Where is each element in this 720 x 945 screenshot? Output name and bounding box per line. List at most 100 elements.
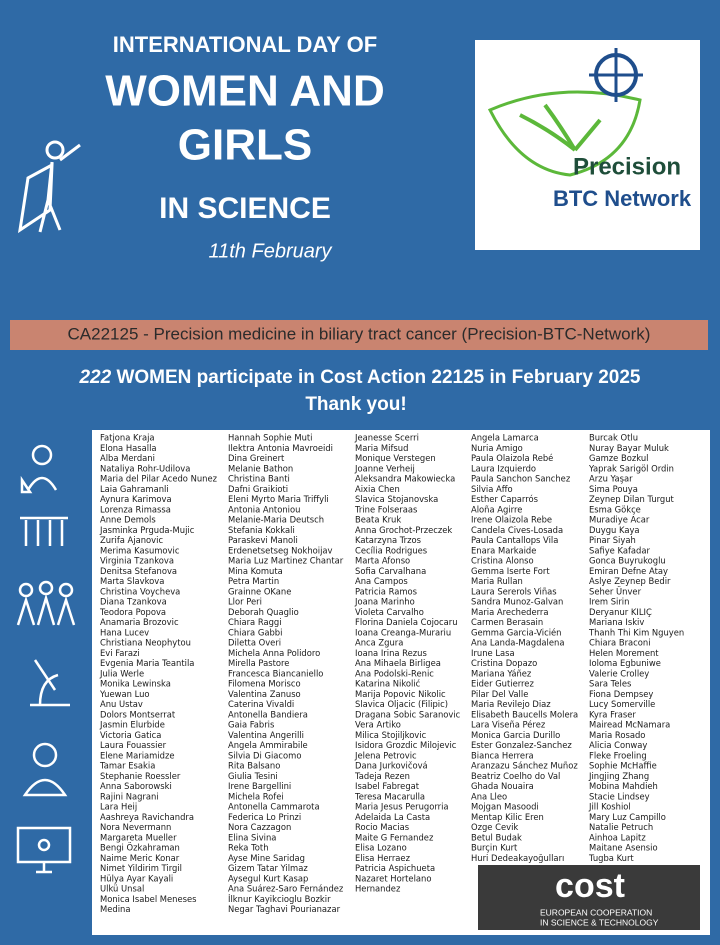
participant-name: Ghada Nouaira — [471, 781, 534, 791]
participant-name: Lara Viseña Pérez — [471, 720, 546, 730]
participant-name: Melanie-Maria Deutsch — [228, 515, 324, 525]
participant-name: Duygu Kaya — [589, 525, 640, 535]
participant-name: Irune Lasa — [471, 648, 515, 658]
participant-name: Elona Hasalla — [100, 443, 157, 453]
participant-name: Valerie Crolley — [589, 668, 649, 678]
participant-name: Naime Meric Konar — [100, 853, 180, 863]
participant-name: Paula Cantallops Vila — [471, 535, 558, 545]
participant-name: Enara Markaide — [471, 545, 536, 555]
participant-name: Irene Olaizola Rebe — [471, 515, 552, 525]
participant-name: Fleke Froeling — [589, 750, 647, 760]
participant-name: Monika Lewinska — [100, 679, 171, 689]
participant-name: Anna Saborowski — [100, 781, 172, 791]
participant-name: Rocio Macias — [355, 822, 409, 832]
participant-name: Jeanesse Scerri — [354, 433, 419, 443]
participant-name: Katarina Nikolić — [355, 679, 421, 689]
participant-name: Esma Gökçe — [589, 504, 641, 514]
participant-name: Ana Landa-Magdalena — [471, 638, 564, 648]
participant-name: Mariana Yáñez — [471, 668, 532, 678]
participant-name: Maria Arechederra — [471, 607, 548, 617]
participant-name: Gemma Iserte Fort — [471, 566, 550, 576]
participant-name: Monica Isabel Meneses — [100, 894, 197, 904]
participant-name: Jingjing Zhang — [588, 771, 649, 781]
participant-name: Melanie Bathon — [228, 463, 293, 473]
participant-name: Antonella Bandiera — [228, 709, 308, 719]
participant-name: Aashreya Ravichandra — [100, 812, 194, 822]
participant-name: Cristina Dopazo — [471, 658, 537, 668]
participant-name: Alba Merdani — [100, 453, 155, 463]
participant-name: Huri Dedeakayoğulları — [471, 853, 564, 863]
date: 11th February — [208, 240, 332, 262]
participant-name: Angela Ammirabile — [228, 740, 308, 750]
participant-name: Sophie McHaffie — [589, 761, 657, 771]
participant-name: Natalie Petruch — [589, 822, 653, 832]
participant-name: Teresa Macarulla — [354, 791, 425, 801]
participant-name: Beatriz Coelho do Val — [471, 771, 560, 781]
participant-name: Mentap Kilic Eren — [471, 812, 544, 822]
participant-name: Milica Stojiljkovic — [355, 730, 427, 740]
participant-name: Mary Luz Campillo — [589, 812, 666, 822]
participant-name: Lucy Somerville — [589, 699, 655, 709]
participant-name: Valentina Zanuso — [228, 689, 301, 699]
participant-name: Maria del Pilar Acedo Nunez — [100, 474, 218, 484]
participant-name: Ioana Irina Rezus — [355, 648, 427, 658]
participant-name: Elene Mariamidze — [100, 750, 175, 760]
banner — [10, 320, 708, 350]
participant-name: Joanne Verheij — [354, 463, 415, 473]
logo-graphic — [487, 48, 643, 177]
participant-name: Cecília Rodrigues — [355, 545, 427, 555]
participant-name: Mobina Mahdieh — [589, 781, 658, 791]
participant-name: Marta Afonso — [355, 556, 410, 566]
participant-name: Merima Kasumovic — [100, 545, 180, 555]
participant-name: Maria Rullan — [471, 576, 523, 586]
headline-text: WOMEN participate in Cost Action 22125 i… — [116, 367, 640, 388]
participant-name: Denitsa Stefanova — [100, 566, 177, 576]
participant-name: Laura Izquierdo — [471, 463, 536, 473]
participant-name: Deborah Quaglio — [228, 607, 299, 617]
participant-name: Anca Zgura — [355, 638, 403, 648]
title-line: INTERNATIONAL DAY OF — [113, 32, 377, 57]
participant-name: Virginia Tzankova — [100, 556, 174, 566]
cost-text: EUROPEAN COOPERATION — [540, 907, 652, 917]
participant-name: Maria Mifsud — [355, 443, 408, 453]
participant-name: Gonca Buyrukoglu — [589, 556, 666, 566]
participant-name: Florina Daniela Cojocaru — [355, 617, 458, 627]
participant-name: Jasminka Prguda-Mujic — [99, 525, 195, 535]
participant-name: Anu Ustav — [100, 699, 143, 709]
participant-name: Vera Artiko — [355, 720, 401, 730]
participant-name: Patricia Ramos — [355, 586, 417, 596]
participant-name: Mairead McNamara — [589, 720, 670, 730]
participant-name: Marta Slavkova — [100, 576, 164, 586]
participant-name: Violeta Carvalho — [355, 607, 424, 617]
superhero-icon — [17, 140, 81, 234]
participant-name: Maria Luz Martinez Chantar — [228, 556, 344, 566]
participant-name: Beata Kruk — [355, 515, 401, 525]
participant-name: Erdenetsetseg Nokhoijav — [228, 545, 333, 555]
participant-name: Evi Farazi — [100, 648, 140, 658]
participant-name: Ana Campos — [355, 576, 408, 586]
participant-name: Candela Cives-Losada — [471, 525, 563, 535]
participant-name: Rajini Nagrani — [100, 791, 159, 801]
headline: 222 WOMEN participate in Cost Action 221… — [78, 367, 640, 388]
participant-name: Zurifa Ajanovic — [100, 535, 163, 545]
participant-name: Hernandez — [355, 884, 401, 894]
participant-name: Filomena Morisco — [228, 679, 301, 689]
participant-name: Nora Cazzagon — [228, 822, 291, 832]
participant-name: Francesca Biancaniello — [228, 668, 323, 678]
participant-name: Michela Rofei — [228, 791, 284, 801]
participant-name: Victoria Gatica — [100, 730, 161, 740]
participant-name: Margareta Mueller — [100, 832, 177, 842]
participant-name: Mina Komuta — [228, 566, 283, 576]
participant-name: Jill Koshiol — [588, 802, 631, 812]
participant-name: Slavica Stojanovska — [355, 494, 438, 504]
participant-name: Zeynep Dilan Turgut — [589, 494, 675, 504]
participant-name: Dina Greinert — [228, 453, 285, 463]
participant-name: Nora Nevermann — [100, 822, 171, 832]
banner-text: CA22125 - Precision medicine in biliary … — [68, 324, 651, 343]
participant-name: Anne Demols — [100, 515, 156, 525]
participant-name: Grainne OKane — [228, 586, 291, 596]
participant-name: Cristina Alonso — [471, 556, 534, 566]
participant-name: Maria Revilejo Diaz — [471, 699, 551, 709]
participant-name: Mojgan Masoodi — [471, 802, 539, 812]
